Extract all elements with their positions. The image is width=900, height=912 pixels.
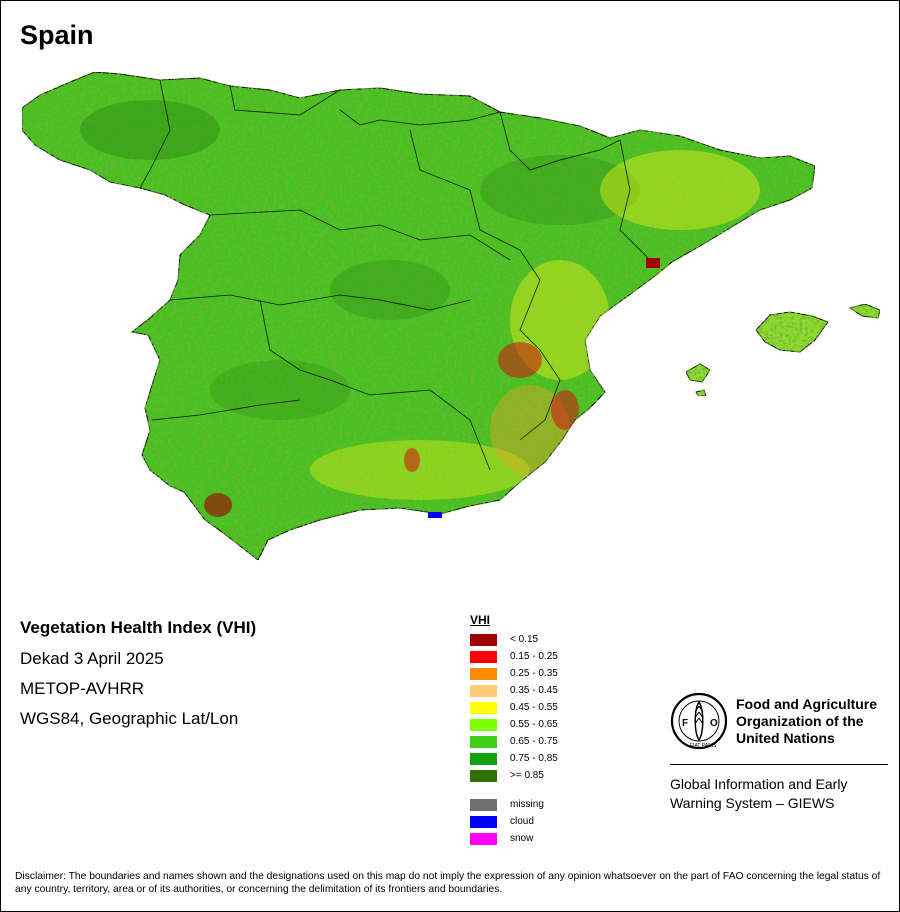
cloud-patch [428,512,442,518]
map-title: Spain [20,20,94,50]
legend-item: cloud [470,813,558,830]
formentera [695,389,707,397]
svg-text:FIAT PANIS: FIAT PANIS [690,743,717,749]
index-title: Vegetation Health Index (VHI) [20,618,257,637]
legend-item: 0.45 - 0.55 [470,699,558,716]
fao-logo-icon: F O FIAT PANIS [670,692,728,750]
legend-label: < 0.15 [510,634,539,645]
dense-vegetation-southwest [210,360,350,420]
legend-label: 0.45 - 0.55 [510,702,558,713]
legend-item: 0.35 - 0.45 [470,682,558,699]
legend-label: 0.35 - 0.45 [510,685,558,696]
legend-classes: < 0.15 0.15 - 0.25 0.25 - 0.35 0.35 - 0.45 0… [470,631,558,784]
legend-swatch [470,735,497,748]
legend-item: missing [470,796,558,813]
legend-label: 0.65 - 0.75 [510,736,558,747]
legend-label: cloud [510,816,534,827]
legend-swatch [470,684,497,697]
legend-swatch [470,650,497,663]
legend-item: 0.15 - 0.25 [470,648,558,665]
legend-label: 0.55 - 0.65 [510,719,558,730]
vhi-map [21,71,881,561]
legend-swatch [470,633,497,646]
map-info: Vegetation Health Index (VHI) Dekad 3 Ap… [20,618,256,739]
legend-item: 0.65 - 0.75 [470,733,558,750]
sensor-text: METOP-AVHRR [20,679,145,698]
mallorca [755,311,829,353]
divider [670,764,888,765]
legend-swatch [470,718,497,731]
org-line-1: Food and Agriculture [736,695,878,712]
moderate-stress-northeast [600,150,760,230]
dense-vegetation-ebro [480,155,640,225]
severe-stress-cadiz [204,493,232,517]
fao-block: F O FIAT PANIS Food and Agriculture Orga… [670,692,888,813]
legend-swatch [470,701,497,714]
moderate-stress-south [310,440,530,500]
svg-text:O: O [710,718,718,729]
projection-text: WGS84, Geographic Lat/Lon [20,709,239,728]
severe-stress-granada [404,448,420,472]
giews-line-2: Warning System – GIEWS [670,795,835,811]
org-line-3: United Nations [736,729,835,746]
legend-item: snow [470,830,558,847]
menorca [848,303,881,319]
legend-label: 0.25 - 0.35 [510,668,558,679]
legend-label: 0.15 - 0.25 [510,651,558,662]
legend-item: 0.55 - 0.65 [470,716,558,733]
legend-swatch [470,769,497,782]
barcelona-red-patch [646,258,660,268]
org-line-2: Organization of the [736,712,864,729]
legend-swatch [470,798,497,811]
legend-swatch [470,752,497,765]
legend-label: snow [510,833,534,844]
legend-special: missing cloud snow [470,796,558,847]
mainland-spain [21,71,816,561]
giews-text: Global Information and Early Warning Sys… [670,775,888,813]
vhi-legend: VHI < 0.15 0.15 - 0.25 0.25 - 0.35 0.35 - 0… [470,613,558,847]
legend-item: < 0.15 [470,631,558,648]
legend-item: >= 0.85 [470,767,558,784]
legend-heading: VHI [470,613,491,627]
legend-label: 0.75 - 0.85 [510,753,558,764]
legend-label: >= 0.85 [510,770,544,781]
regional-boundaries [139,79,651,471]
dense-vegetation-north [80,100,220,160]
svg-text:F: F [682,718,688,729]
disclaimer-text: Disclaimer: The boundaries and names sho… [15,871,881,895]
legend-item: 0.75 - 0.85 [470,750,558,767]
legend-item: 0.25 - 0.35 [470,665,558,682]
legend-swatch [470,815,497,828]
organization-name: Food and Agriculture Organization of the… [736,696,877,747]
ibiza [685,363,711,383]
legend-swatch [470,832,497,845]
balearic-islands [685,303,881,397]
legend-swatch [470,667,497,680]
period-text: Dekad 3 April 2025 [20,649,164,668]
dense-vegetation-center [330,260,450,320]
giews-line-1: Global Information and Early [670,776,848,792]
severe-stress-murcia [498,342,542,378]
legend-label: missing [510,799,544,810]
severe-stress-alicante [551,390,579,430]
